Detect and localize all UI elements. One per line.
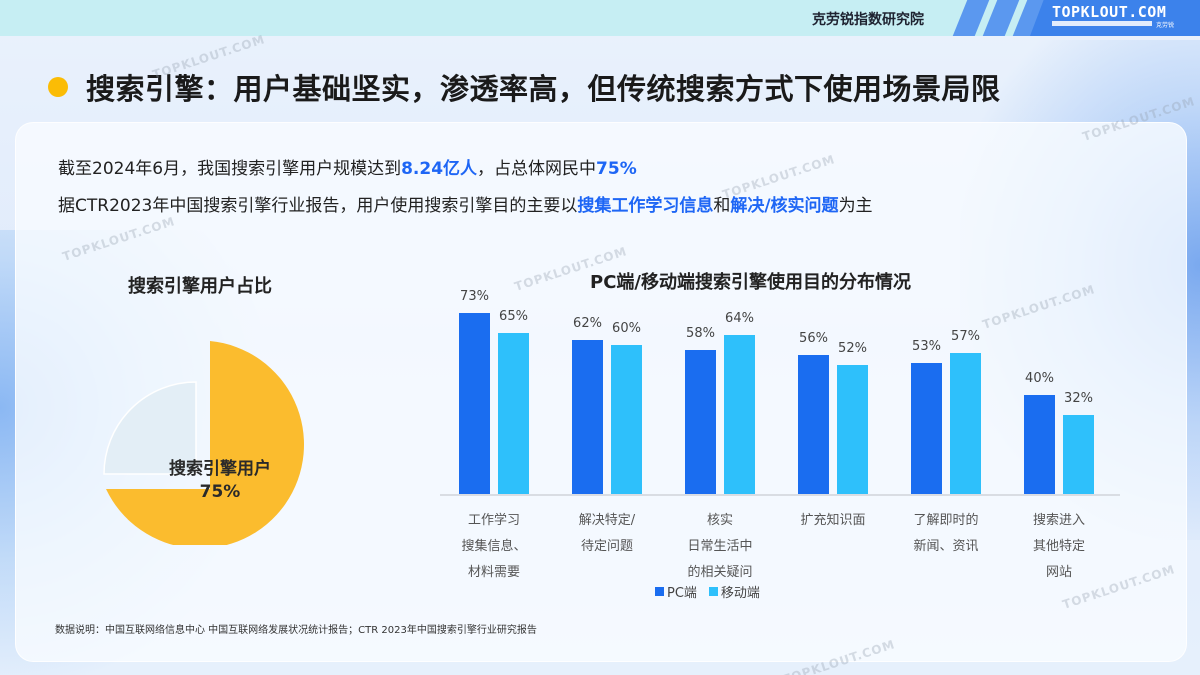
data-source-note: 数据说明：中国互联网络信息中心 中国互联网络发展状况统计报告；CTR 2023年… [55,625,537,636]
category-label-line: 待定问题 [580,539,633,554]
category-label-line: 新闻、资讯 [913,539,979,554]
summary-text: 和 [713,196,731,216]
chart-legend: PC端 移动端 [655,582,772,601]
category-label-line: 其他特定 [1032,539,1085,554]
bar-value-label: 73% [460,289,489,304]
bar-mobile [1063,415,1094,494]
x-axis-category-label: 了解即时的新闻、资讯 [891,508,1001,560]
summary-text: 为主 [838,196,873,216]
pie-slice-search-users [106,341,305,549]
bar-value-label: 65% [499,309,528,324]
bar-value-label: 58% [686,326,715,341]
bar-value-label: 60% [612,321,641,336]
brand-tagline-bar [1052,21,1152,26]
legend-swatch-mobile [708,587,718,596]
highlight-purpose-2: 解决/核实问题 [730,196,839,216]
bar-value-label: 32% [1064,391,1093,406]
bar-pc [1024,395,1055,494]
summary-text: ，占总体网民中 [477,159,597,179]
x-axis-line [440,494,1120,496]
x-axis-category-label: 扩充知识面 [778,508,888,534]
bar-value-label: 57% [951,329,980,344]
pie-label-value: 75% [199,482,241,502]
legend-label-mobile: 移动端 [720,586,760,601]
legend-item-pc: PC端 [655,582,697,601]
bar-mobile [950,353,981,494]
highlight-user-count: 8.24亿人 [401,159,478,179]
bar-pc [798,355,829,494]
bar-mobile [837,365,868,494]
bar-pc [572,340,603,494]
bar-pc [459,313,490,494]
category-label-line: 扩充知识面 [800,513,866,528]
bullet-dot-icon [48,77,68,97]
highlight-penetration: 75% [596,159,637,179]
pie-chart-title: 搜索引擎用户占比 [128,276,272,297]
top-banner: 克劳锐指数研究院 TOPKLOUT.COM 克劳锐 [0,0,1200,36]
category-label-line: 搜索进入 [1032,513,1085,528]
bar-value-label: 64% [725,311,754,326]
category-label-line: 工作学习 [467,513,520,528]
brand-logo: TOPKLOUT.COM 克劳锐 [1030,0,1200,36]
legend-item-mobile: 移动端 [708,582,760,601]
category-label-line: 材料需要 [467,565,520,580]
summary-text: 据CTR2023年中国搜索引擎行业报告，用户使用搜索引擎目的主要以 [58,196,578,216]
bar-mobile [498,333,529,494]
bar-value-label: 52% [838,341,867,356]
bar-mobile [724,335,755,494]
legend-swatch-pc [655,587,664,596]
bar-pc [911,363,942,494]
bar-value-label: 56% [799,331,828,346]
category-label-line: 核实 [706,513,733,528]
brand-name: TOPKLOUT.COM [1052,3,1167,21]
pie-slice-label: 搜索引擎用户 75% [140,458,300,504]
category-label-line: 了解即时的 [913,513,979,528]
category-label-line: 解决特定/ [578,513,636,528]
summary-line-2: 据CTR2023年中国搜索引擎行业报告，用户使用搜索引擎目的主要以搜集工作学习信… [58,191,873,216]
bar-value-label: 62% [573,316,602,331]
x-axis-category-label: 搜索进入其他特定网站 [1004,508,1114,586]
category-label-line: 网站 [1045,565,1072,580]
bar-pc [685,350,716,494]
x-axis-category-label: 工作学习搜集信息、材料需要 [439,508,549,586]
org-name: 克劳锐指数研究院 [812,12,924,28]
pie-slice-other [103,381,197,475]
category-label-line: 的相关疑问 [687,565,753,580]
page-title: 搜索引擎：用户基础坚实，渗透率高，但传统搜索方式下使用场景局限 [86,72,1001,106]
bar-value-label: 53% [912,339,941,354]
bar-mobile [611,345,642,494]
brand-sub: 克劳锐 [1156,22,1175,29]
legend-label-pc: PC端 [667,586,697,601]
x-axis-category-label: 核实日常生活中的相关疑问 [665,508,775,586]
pie-chart [90,325,330,549]
bar-chart-title: PC端/移动端搜索引擎使用目的分布情况 [590,272,911,293]
summary-line-1: 截至2024年6月，我国搜索引擎用户规模达到8.24亿人，占总体网民中75% [58,154,637,179]
x-axis-category-label: 解决特定/待定问题 [552,508,662,560]
category-label-line: 搜集信息、 [461,539,527,554]
pie-label-name: 搜索引擎用户 [169,459,271,479]
bar-value-label: 40% [1025,371,1054,386]
decorative-stripes [950,0,1050,36]
pie-chart-svg [103,341,305,549]
summary-text: 截至2024年6月，我国搜索引擎用户规模达到 [58,159,402,179]
page-title-row: 搜索引擎：用户基础坚实，渗透率高，但传统搜索方式下使用场景局限 [48,66,1001,108]
highlight-purpose-1: 搜集工作学习信息 [577,196,714,216]
category-label-line: 日常生活中 [687,539,753,554]
